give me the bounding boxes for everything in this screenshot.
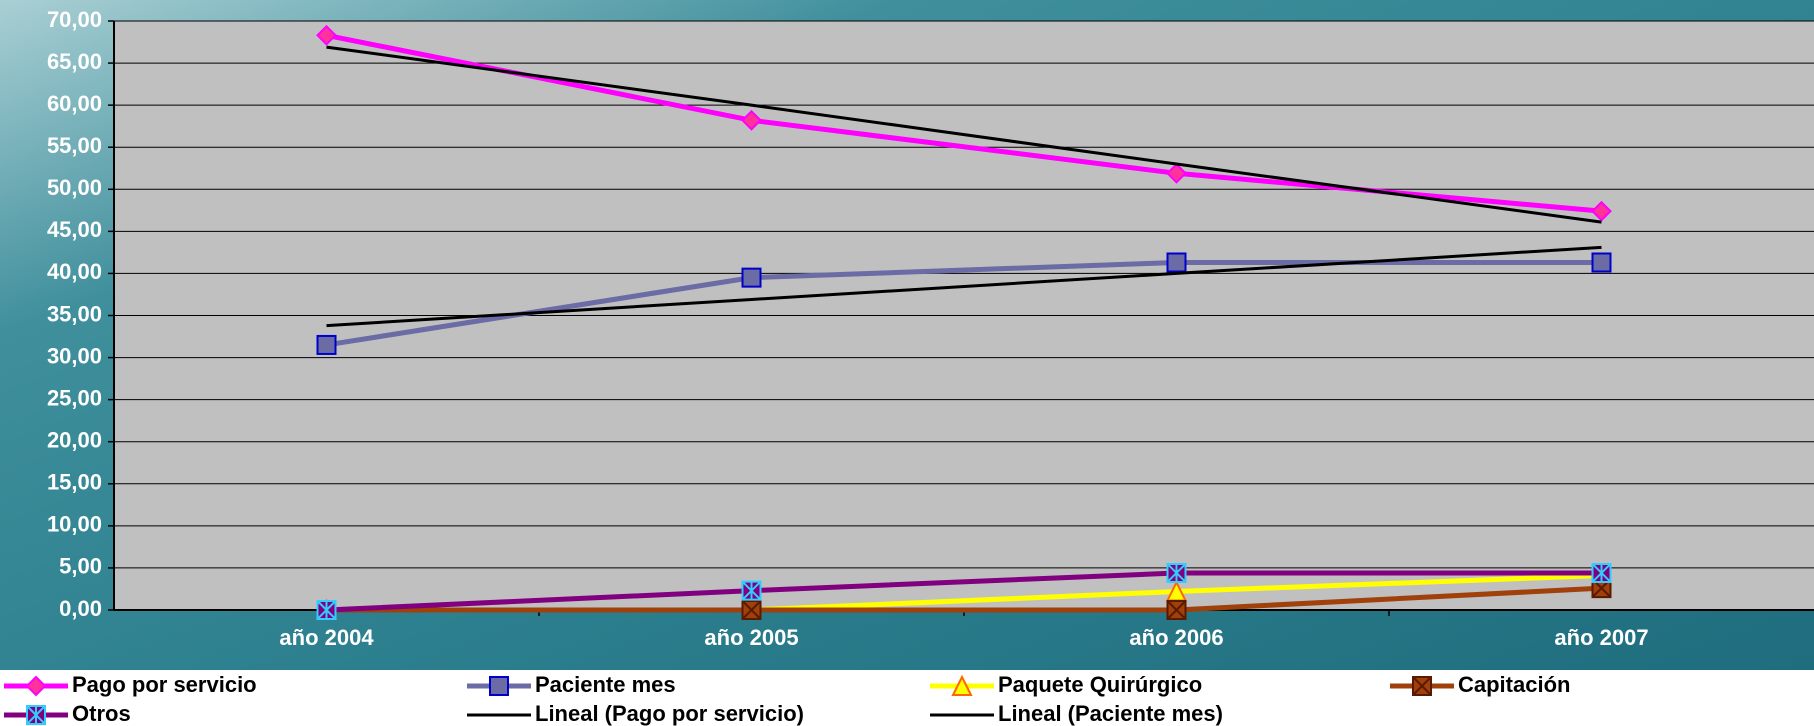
y-tick-label: 30,00 xyxy=(47,343,102,368)
legend-marker xyxy=(25,675,47,697)
series-line xyxy=(326,570,1602,613)
y-tick-label: 40,00 xyxy=(47,259,102,284)
point xyxy=(1166,562,1187,583)
point xyxy=(741,267,762,288)
legend-item: Lineal (Paciente mes) xyxy=(930,701,1223,726)
y-tick-label: 25,00 xyxy=(47,385,102,410)
point xyxy=(1591,252,1612,273)
y-tick-label: 65,00 xyxy=(47,49,102,74)
legend-marker xyxy=(1412,676,1432,696)
legend-item: Paquete Quirúrgico xyxy=(930,672,1202,697)
y-tick-label: 45,00 xyxy=(47,217,102,242)
y-tick-label: 35,00 xyxy=(47,301,102,326)
series xyxy=(326,45,1602,224)
y-tick-label: 15,00 xyxy=(47,470,102,495)
y-tick-label: 60,00 xyxy=(47,91,102,116)
legend-item: Otros xyxy=(4,701,131,726)
x-tick-label: año 2004 xyxy=(279,625,374,650)
legend-label: Paciente mes xyxy=(535,672,676,697)
y-tick-label: 55,00 xyxy=(47,133,102,158)
y-tick-label: 5,00 xyxy=(59,554,102,579)
point xyxy=(316,334,337,355)
point xyxy=(741,109,762,131)
legend-label: Capitación xyxy=(1458,672,1570,697)
x-tick-label: año 2007 xyxy=(1554,625,1648,650)
y-tick-label: 10,00 xyxy=(47,512,102,537)
series-line xyxy=(326,45,1602,224)
legend-item: Lineal (Pago por servicio) xyxy=(467,701,804,726)
point xyxy=(316,600,337,620)
series xyxy=(316,562,1612,620)
legend-label: Lineal (Paciente mes) xyxy=(998,701,1223,726)
y-tick-label: 20,00 xyxy=(47,428,102,453)
x-tick-label: año 2005 xyxy=(704,625,798,650)
point xyxy=(1166,600,1187,620)
series xyxy=(326,245,1602,328)
legend-item: Paciente mes xyxy=(467,672,676,697)
legend-item: Pago por servicio xyxy=(4,672,257,697)
legend-marker xyxy=(489,676,509,696)
point xyxy=(1591,200,1612,222)
y-tick-label: 0,00 xyxy=(59,596,102,621)
legend-background xyxy=(0,670,1814,726)
y-tick-label: 70,00 xyxy=(47,7,102,32)
series-line xyxy=(326,245,1602,328)
series-line xyxy=(326,585,1602,613)
point xyxy=(741,580,762,601)
y-tick-label: 50,00 xyxy=(47,175,102,200)
point xyxy=(741,600,762,620)
point xyxy=(1591,562,1612,583)
legend-label: Lineal (Pago por servicio) xyxy=(535,701,804,726)
legend-label: Otros xyxy=(72,701,131,726)
legend-marker xyxy=(26,705,46,725)
point xyxy=(316,24,337,46)
x-tick-label: año 2006 xyxy=(1129,625,1223,650)
legend-item: Capitación xyxy=(1390,672,1570,697)
legend-label: Pago por servicio xyxy=(72,672,257,697)
legend-label: Paquete Quirúrgico xyxy=(998,672,1202,697)
legend-marker xyxy=(951,674,973,696)
point xyxy=(1166,252,1187,273)
point xyxy=(1166,162,1187,184)
